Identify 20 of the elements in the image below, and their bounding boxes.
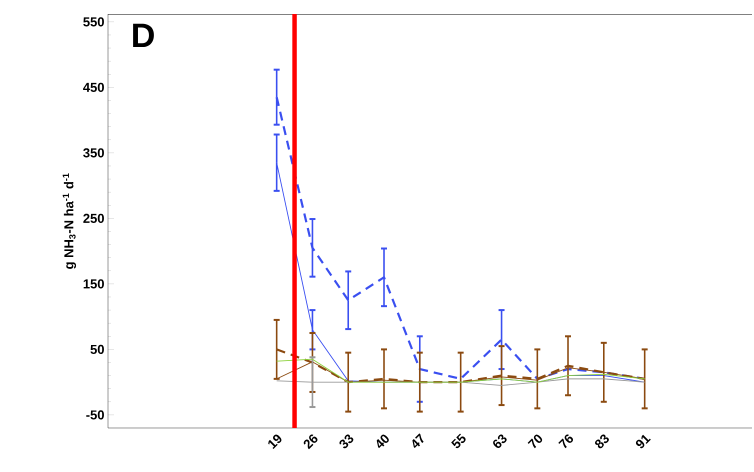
y-tick-label: 450: [83, 82, 104, 92]
y-tick-label: -50: [86, 410, 104, 420]
x-tick-label: 47: [412, 433, 424, 448]
y-tick-label: 550: [83, 17, 104, 26]
x-tick-label: 91: [636, 434, 651, 448]
x-tick-label: 33: [339, 434, 354, 448]
x-tick-label: 55: [451, 434, 466, 448]
x-tick-label: 40: [376, 434, 389, 448]
y-tick-label: 50: [90, 344, 104, 354]
x-tick-label: 26: [304, 434, 318, 450]
y-tick-label: 250: [83, 214, 104, 223]
x-tick-label: 70: [528, 434, 542, 448]
y-axis-title: g NH$_{3}$-N ha$^{-1}$ d$^{-1}$: [62, 173, 76, 269]
x-tick-label: 63: [493, 434, 507, 448]
chart-title: D: [133, 24, 154, 48]
y-tick-label: 350: [83, 148, 104, 158]
x-tick-label: 76: [558, 434, 574, 448]
x-tick-label: 19: [268, 434, 282, 449]
y-tick-label: 150: [84, 279, 104, 288]
x-tick-label: 83: [595, 434, 609, 448]
